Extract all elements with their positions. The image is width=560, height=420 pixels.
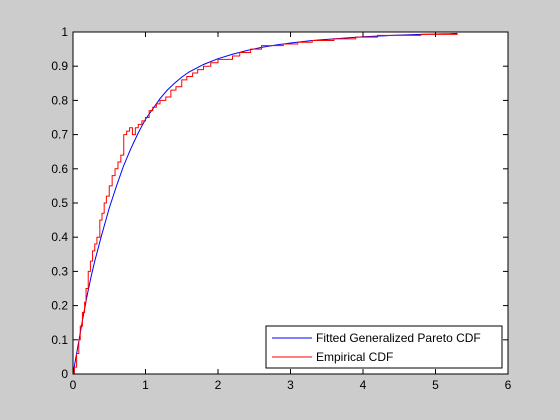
x-tick-label: 0 [70, 378, 77, 392]
series-layer [72, 32, 458, 375]
y-tick-label: 0.4 [51, 230, 68, 244]
plot-area [73, 32, 508, 374]
x-tick-labels: 0 1 2 3 4 5 6 [70, 378, 512, 392]
series-line-fitted-gp-cdf [72, 32, 458, 375]
y-tick-label: 0.3 [51, 264, 68, 278]
y-tick-label: 0.6 [51, 162, 68, 176]
y-tick-label: 0.1 [51, 333, 68, 347]
y-tick-label: 0.5 [51, 196, 68, 210]
y-tick-label: 0.9 [51, 59, 68, 73]
legend-box [265, 325, 503, 369]
y-tick-label: 1 [61, 25, 68, 39]
plot-frame [72, 31, 509, 375]
legend-label-empirical: Empirical CDF [316, 350, 393, 364]
series-line-empirical-cdf [73, 33, 458, 375]
legend-label-fitted: Fitted Generalized Pareto CDF [316, 331, 481, 345]
y-tick-label: 0 [61, 367, 68, 381]
y-tick-label: 0.7 [51, 128, 68, 142]
x-tick-label: 3 [287, 378, 294, 392]
legend: Fitted Generalized Pareto CDF Empirical … [265, 325, 503, 369]
x-tick-label: 5 [432, 378, 439, 392]
y-tick-labels: 0 0.1 0.2 0.3 0.4 0.5 0.6 0.7 0.8 0.9 1 [51, 25, 68, 381]
x-tick-label: 1 [142, 378, 149, 392]
x-tick-label: 6 [505, 378, 512, 392]
y-tick-label: 0.8 [51, 93, 68, 107]
y-tick-label: 0.2 [51, 299, 68, 313]
x-tick-label: 4 [360, 378, 367, 392]
x-tick-label: 2 [215, 378, 222, 392]
